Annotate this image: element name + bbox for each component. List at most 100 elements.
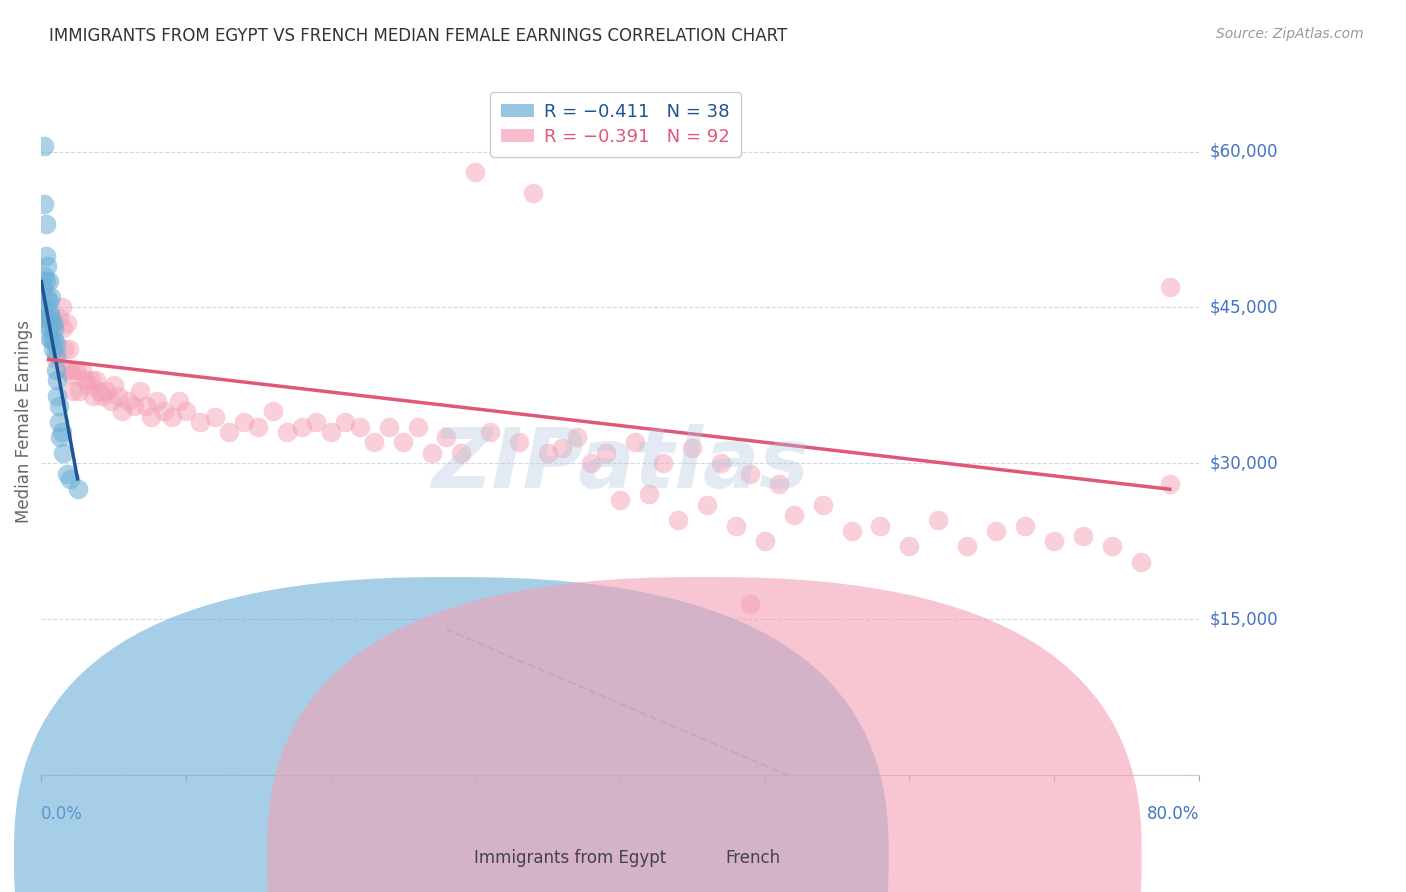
- Point: [232, 415, 254, 429]
- Text: $45,000: $45,000: [1211, 299, 1278, 317]
- Point: [724, 518, 747, 533]
- Point: [58, 342, 80, 356]
- Point: [41, 290, 63, 304]
- Point: [247, 420, 270, 434]
- Point: [31, 279, 53, 293]
- Point: [45, 347, 67, 361]
- Point: [59, 472, 82, 486]
- Point: [44, 321, 66, 335]
- Point: [1101, 540, 1123, 554]
- Point: [107, 389, 129, 403]
- Text: ZIPatlas: ZIPatlas: [432, 424, 808, 505]
- Point: [55, 363, 77, 377]
- Point: [478, 425, 501, 439]
- Point: [60, 368, 83, 382]
- Point: [56, 316, 79, 330]
- Point: [190, 415, 212, 429]
- Point: [174, 404, 197, 418]
- Point: [377, 420, 399, 434]
- Point: [34, 248, 56, 262]
- Point: [666, 513, 689, 527]
- Text: $15,000: $15,000: [1211, 610, 1278, 628]
- Point: [167, 393, 190, 408]
- Point: [406, 420, 429, 434]
- Text: Source: ZipAtlas.com: Source: ZipAtlas.com: [1216, 27, 1364, 41]
- Point: [681, 441, 703, 455]
- Point: [134, 399, 156, 413]
- Point: [740, 467, 762, 481]
- Point: [595, 446, 617, 460]
- Text: 80.0%: 80.0%: [1146, 805, 1199, 823]
- Point: [45, 363, 67, 377]
- Point: [37, 290, 59, 304]
- Point: [48, 310, 70, 325]
- Point: [782, 508, 804, 523]
- Text: $30,000: $30,000: [1211, 454, 1278, 472]
- Point: [1159, 477, 1181, 491]
- Point: [31, 301, 53, 315]
- Point: [319, 425, 342, 439]
- Point: [38, 321, 60, 335]
- Point: [696, 498, 718, 512]
- Point: [579, 456, 602, 470]
- Point: [1043, 534, 1066, 549]
- Point: [111, 404, 134, 418]
- Point: [146, 393, 169, 408]
- Point: [652, 456, 675, 470]
- Point: [811, 498, 834, 512]
- Legend: R = −0.411   N = 38, R = −0.391   N = 92: R = −0.411 N = 38, R = −0.391 N = 92: [491, 92, 741, 157]
- Point: [363, 435, 385, 450]
- Point: [46, 389, 69, 403]
- Point: [262, 404, 284, 418]
- Point: [141, 409, 163, 424]
- Point: [32, 196, 55, 211]
- Point: [754, 534, 776, 549]
- Point: [41, 332, 63, 346]
- Point: [79, 373, 101, 387]
- Point: [86, 373, 108, 387]
- Point: [82, 389, 104, 403]
- Point: [609, 492, 631, 507]
- Point: [623, 435, 645, 450]
- Point: [34, 218, 56, 232]
- Point: [51, 425, 73, 439]
- Point: [31, 316, 53, 330]
- Point: [1071, 529, 1094, 543]
- Point: [65, 363, 87, 377]
- Point: [38, 275, 60, 289]
- Point: [44, 332, 66, 346]
- Point: [37, 259, 59, 273]
- Point: [276, 425, 298, 439]
- Point: [45, 352, 67, 367]
- Point: [42, 342, 65, 356]
- Point: [49, 430, 72, 444]
- Point: [986, 524, 1008, 538]
- Point: [450, 446, 472, 460]
- Text: IMMIGRANTS FROM EGYPT VS FRENCH MEDIAN FEMALE EARNINGS CORRELATION CHART: IMMIGRANTS FROM EGYPT VS FRENCH MEDIAN F…: [49, 27, 787, 45]
- Point: [51, 301, 73, 315]
- Point: [565, 430, 588, 444]
- Point: [31, 310, 53, 325]
- Point: [160, 409, 183, 424]
- Point: [927, 513, 949, 527]
- Point: [62, 384, 84, 398]
- Point: [420, 446, 443, 460]
- Point: [522, 186, 544, 201]
- Point: [42, 316, 65, 330]
- Point: [436, 430, 458, 444]
- Text: Immigrants from Egypt: Immigrants from Egypt: [474, 849, 666, 867]
- Point: [392, 435, 415, 450]
- Point: [70, 363, 93, 377]
- Point: [48, 415, 70, 429]
- Point: [39, 332, 62, 346]
- Point: [898, 540, 921, 554]
- Point: [740, 597, 762, 611]
- Point: [39, 305, 62, 319]
- Point: [38, 295, 60, 310]
- Point: [34, 275, 56, 289]
- Point: [45, 336, 67, 351]
- Point: [153, 404, 176, 418]
- Point: [41, 310, 63, 325]
- Point: [956, 540, 979, 554]
- Point: [508, 435, 530, 450]
